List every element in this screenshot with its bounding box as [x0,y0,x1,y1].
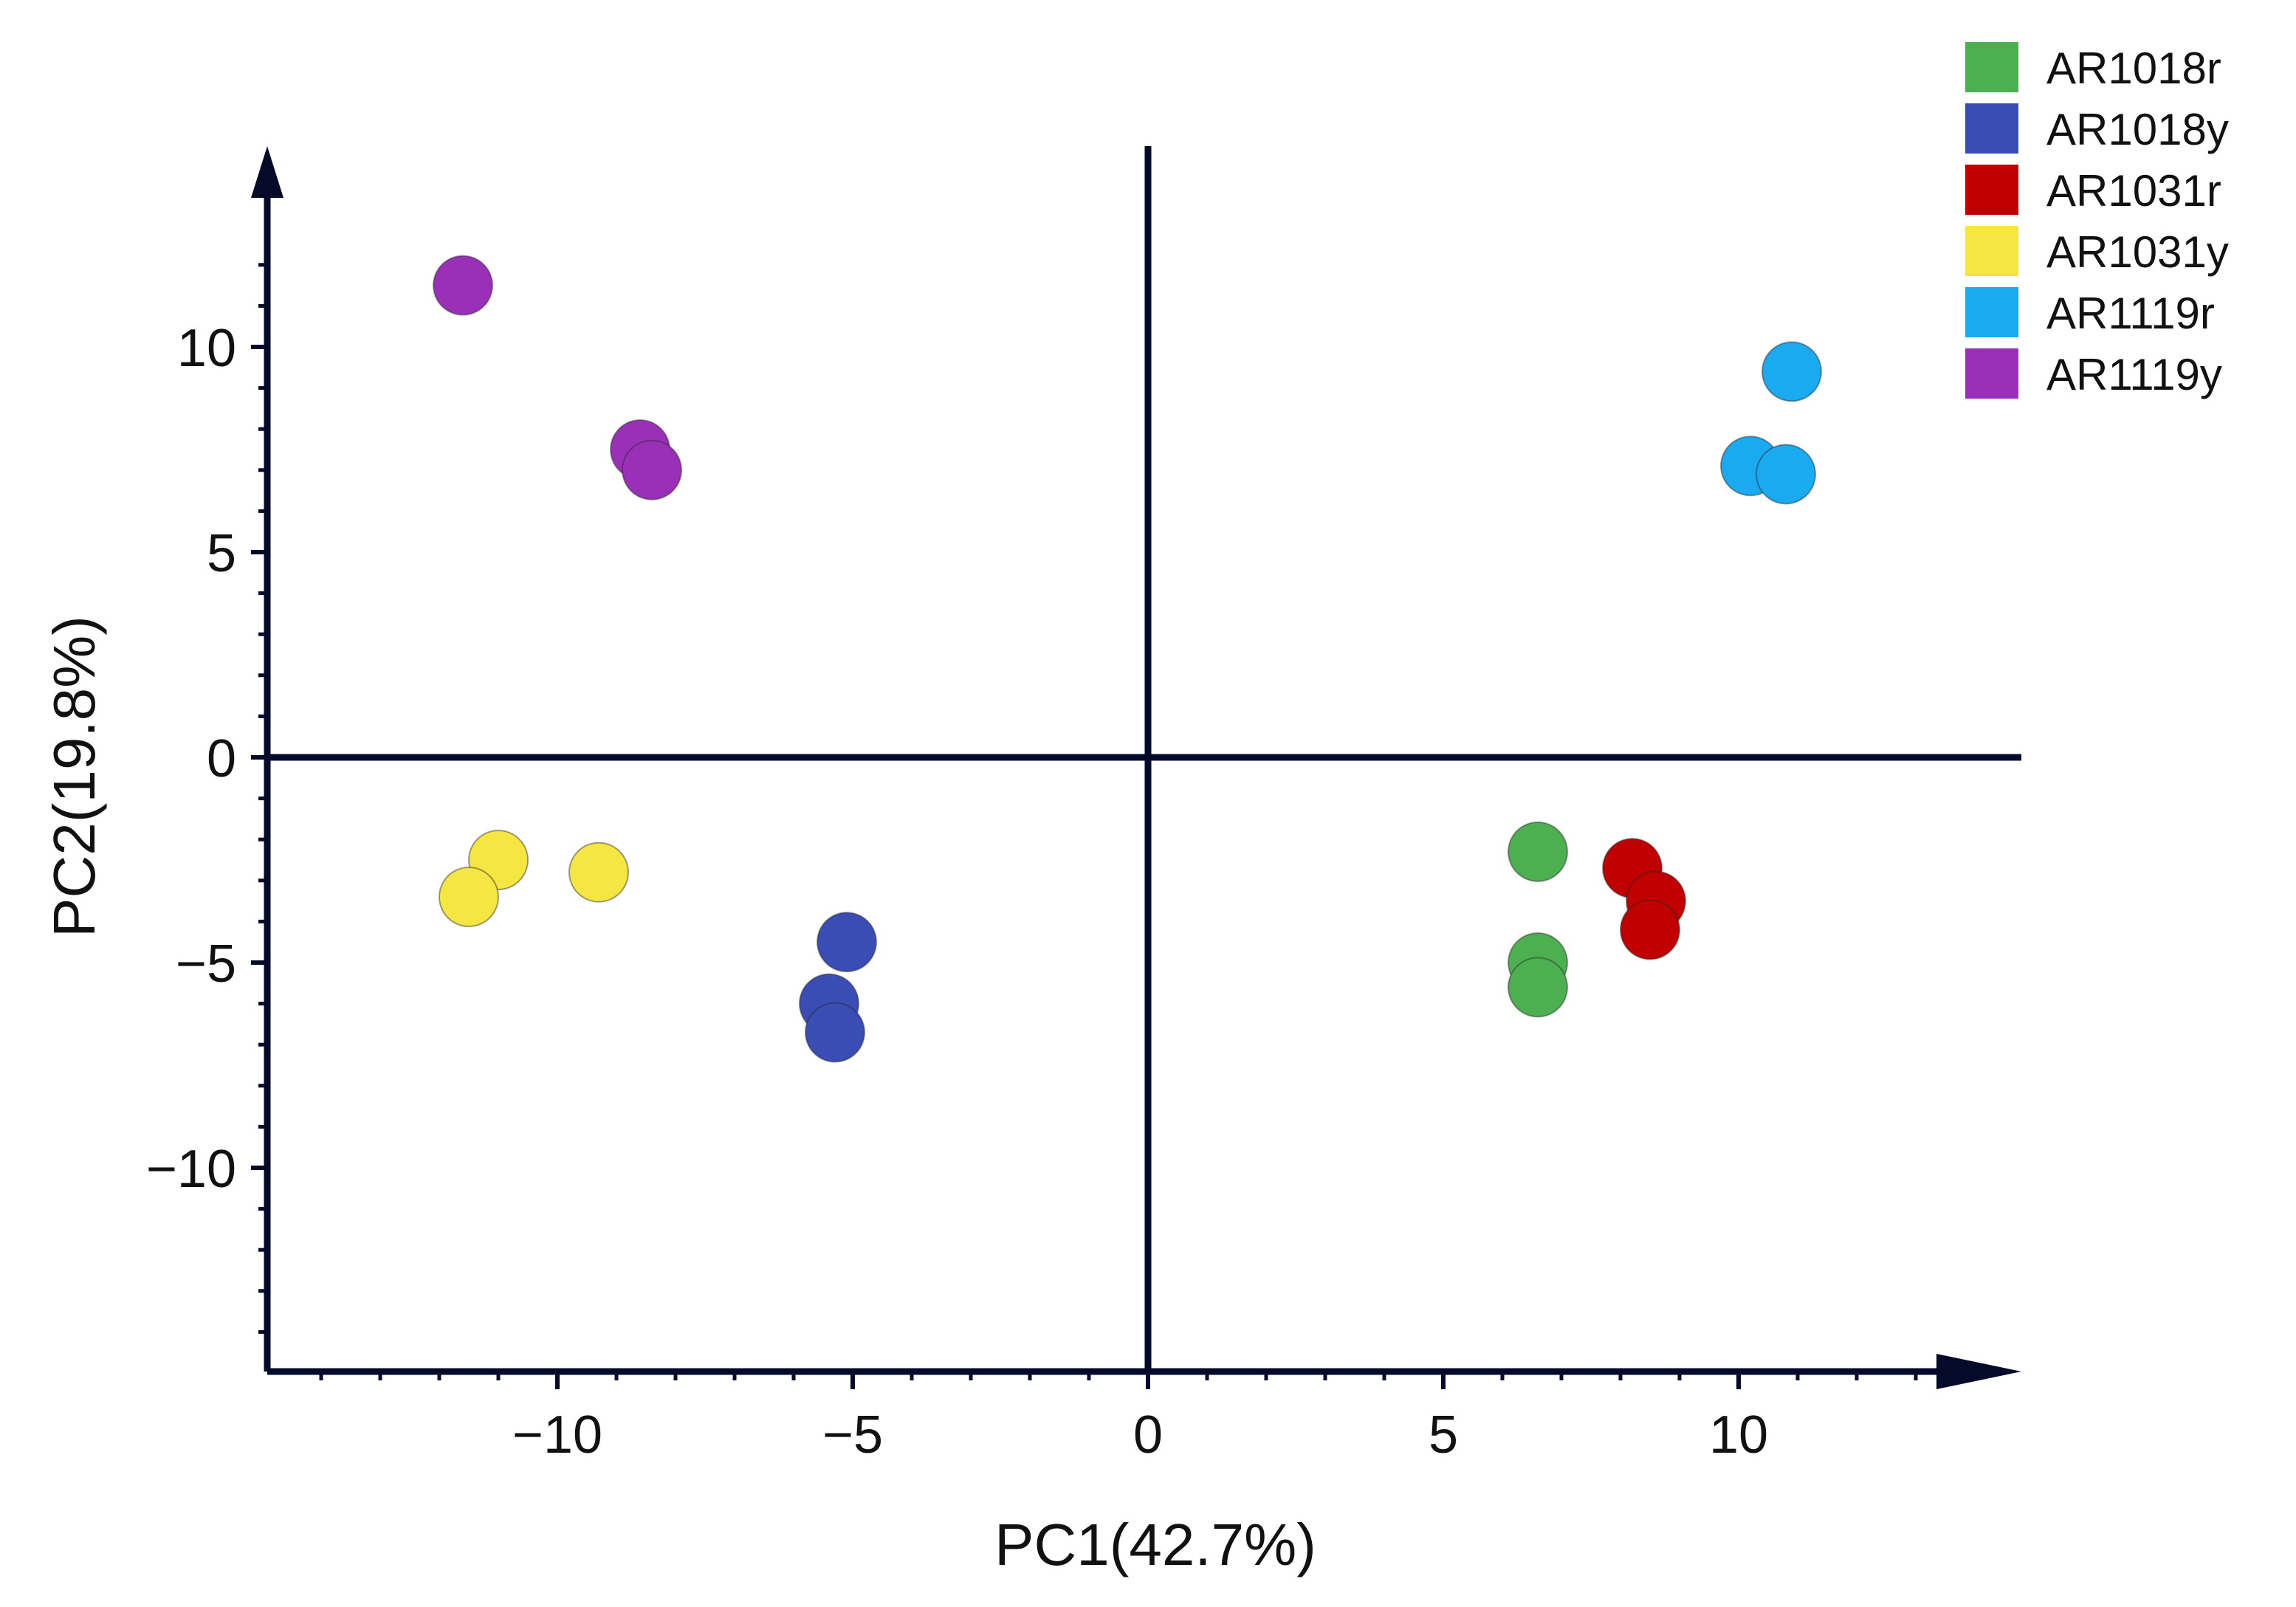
legend-label-ar1018r: AR1018r [2046,44,2221,93]
data-point-ar1018y [817,912,877,973]
legend-swatch-ar1018r [1965,42,2018,92]
x-axis-arrow [1936,1354,2021,1389]
x-tick-label: −5 [822,1405,883,1465]
axis-ticks: −10 −5 0 5 10 −10 −5 0 5 10 [146,263,1977,1465]
x-tick-label: 5 [1429,1405,1458,1465]
legend-label-ar1119y: AR1119y [2046,350,2222,399]
x-tick-label: 0 [1133,1405,1163,1465]
data-points [433,255,1822,1063]
data-point-ar1018y [805,1002,865,1063]
data-point-ar1119y [433,255,493,316]
legend: AR1018r AR1018y AR1031r AR1031y AR1119r AR111… [1965,42,2229,399]
data-point-ar1031y [568,842,629,903]
legend-label-ar1031y: AR1031y [2046,227,2229,277]
y-tick-label: 10 [177,319,236,378]
data-point-ar1031r [1620,899,1680,960]
data-point-ar1119r [1761,341,1822,402]
legend-swatch-ar1119r [1965,287,2018,337]
data-point-ar1119r [1756,444,1816,505]
y-tick-label: 5 [207,524,236,583]
data-point-ar1031y [439,867,499,928]
axes [251,146,2021,1389]
data-point-ar1018r [1508,821,1568,882]
legend-swatch-ar1119y [1965,348,2018,399]
legend-swatch-ar1031r [1965,165,2018,215]
y-tick-label: −10 [146,1140,236,1199]
y-axis-title: PC2(19.8%) [41,616,107,937]
y-axis-arrow [251,146,283,198]
x-axis-title: PC1(42.7%) [994,1512,1316,1577]
data-point-ar1018r [1508,957,1568,1018]
legend-swatch-ar1018y [1965,103,2018,154]
legend-swatch-ar1031y [1965,226,2018,276]
x-tick-label: −10 [512,1405,602,1465]
legend-label-ar1018y: AR1018y [2046,105,2229,154]
y-tick-label: 0 [207,729,236,788]
data-point-ar1119y [622,439,682,500]
legend-label-ar1119r: AR1119r [2046,289,2215,338]
legend-label-ar1031r: AR1031r [2046,166,2221,216]
x-tick-label: 10 [1709,1405,1768,1465]
y-tick-label: −5 [176,935,236,994]
